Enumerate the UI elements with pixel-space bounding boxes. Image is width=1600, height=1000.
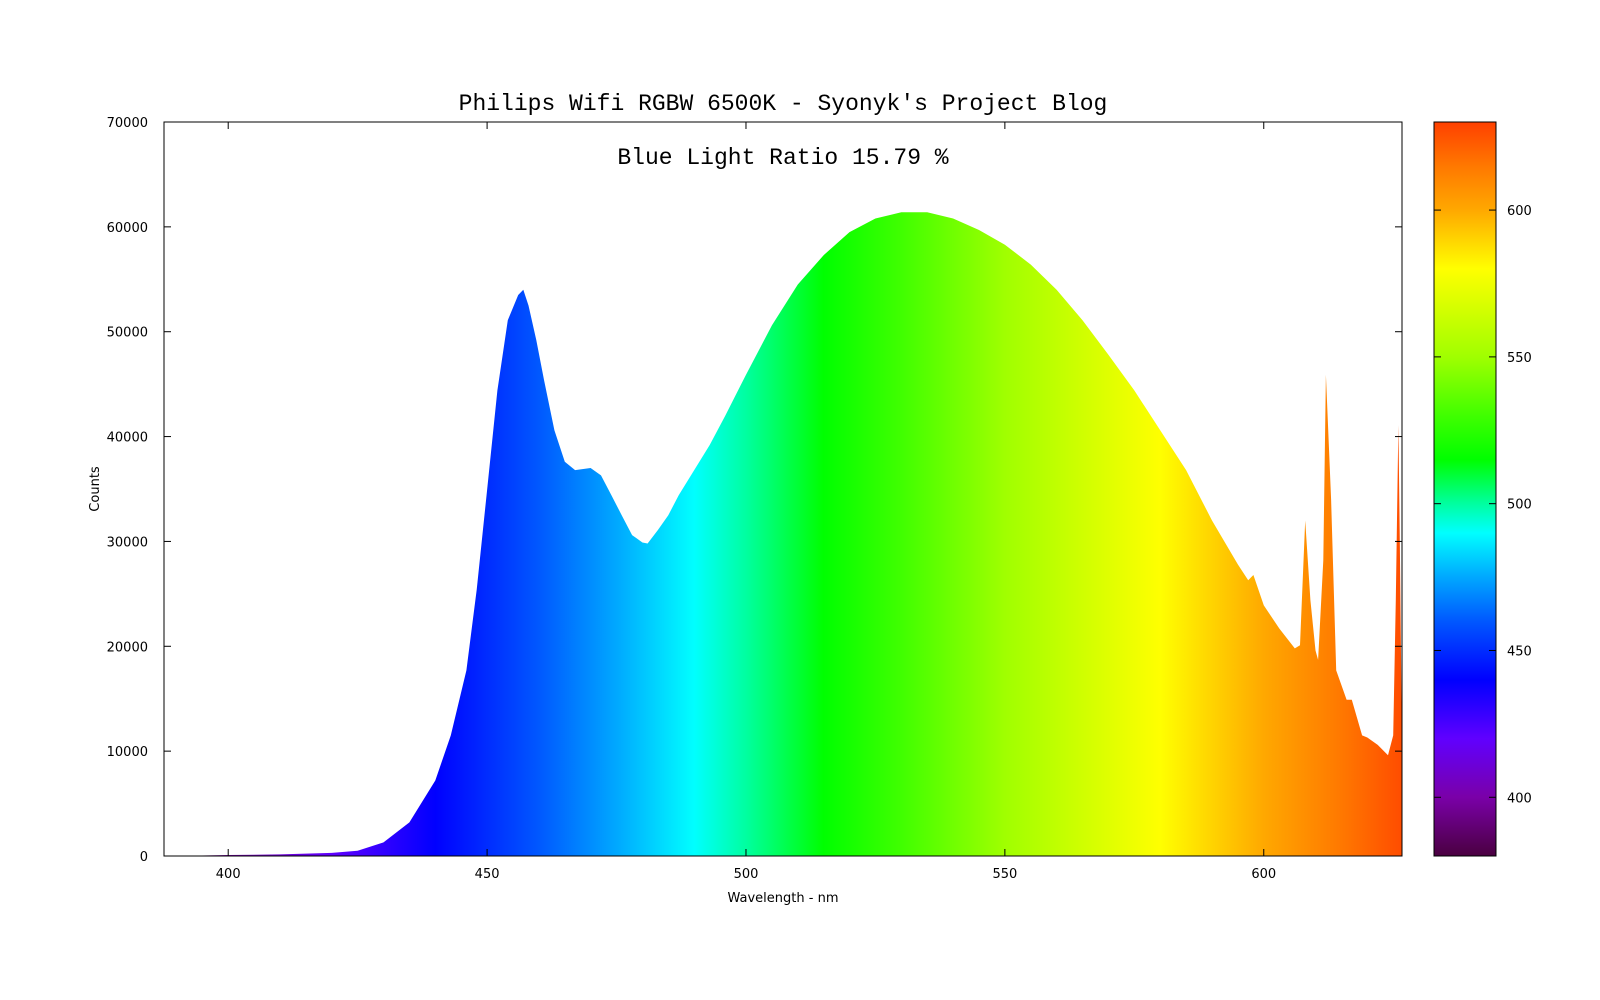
y-tick-label: 0 xyxy=(140,850,148,865)
x-tick-label: 400 xyxy=(216,867,241,882)
x-tick-label: 500 xyxy=(734,867,759,882)
y-axis-label: Counts xyxy=(88,466,103,512)
colorbar-axis: 400 450 500 550 600 xyxy=(1434,204,1532,806)
y-tick-label: 30000 xyxy=(107,535,148,550)
x-axis: 400 450 500 550 600 xyxy=(216,122,1276,882)
x-axis-label: Wavelength - nm xyxy=(728,891,839,906)
y-tick-label: 10000 xyxy=(107,745,148,760)
colorbar-tick-label: 550 xyxy=(1507,351,1532,366)
colorbar-tick-label: 400 xyxy=(1507,791,1532,806)
y-tick-label: 20000 xyxy=(107,640,148,655)
colorbar-tick-label: 600 xyxy=(1507,204,1532,219)
plot-area xyxy=(176,212,1402,856)
plot-frame xyxy=(163,121,1403,857)
spectrum-area xyxy=(176,212,1402,856)
x-tick-label: 450 xyxy=(475,867,500,882)
x-tick-label: 550 xyxy=(992,867,1017,882)
y-tick-label: 50000 xyxy=(107,326,148,341)
colorbar-tick-label: 500 xyxy=(1507,498,1532,513)
y-tick-label: 60000 xyxy=(107,221,148,236)
colorbar xyxy=(1433,121,1497,857)
y-tick-label: 40000 xyxy=(107,431,148,446)
chart-title: Philips Wifi RGBW 6500K - Syonyk's Proje… xyxy=(459,91,1108,117)
colorbar-tick-label: 450 xyxy=(1507,644,1532,659)
x-tick-label: 600 xyxy=(1251,867,1276,882)
y-tick-label: 70000 xyxy=(107,116,148,131)
blue-light-ratio-annotation: Blue Light Ratio 15.79 % xyxy=(617,145,948,171)
y-axis: 0 10000 20000 30000 40000 50000 60000 70000 xyxy=(107,116,1402,865)
